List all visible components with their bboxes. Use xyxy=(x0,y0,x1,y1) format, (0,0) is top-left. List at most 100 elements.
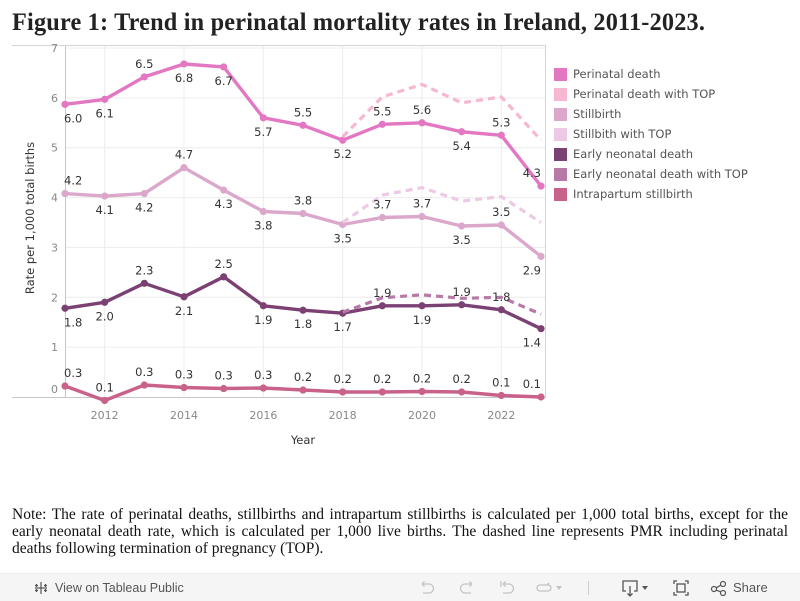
data-point-intrapartum-stillbirth[interactable] xyxy=(259,384,267,392)
data-point-perinatal-death[interactable] xyxy=(180,60,188,68)
data-point-stillbirth[interactable] xyxy=(497,221,505,229)
revert-icon xyxy=(498,580,516,596)
data-label-stillbirth: 3.7 xyxy=(373,198,391,212)
data-label-early-neonatal-death: 1.8 xyxy=(64,315,82,329)
data-point-early-neonatal-death[interactable] xyxy=(61,304,69,312)
tableau-logo-icon xyxy=(33,580,49,596)
data-point-early-neonatal-death[interactable] xyxy=(537,325,545,333)
data-point-perinatal-death[interactable] xyxy=(378,120,386,128)
data-label-perinatal-death: 6.5 xyxy=(135,57,153,71)
data-point-early-neonatal-death[interactable] xyxy=(418,302,426,310)
data-point-stillbirth[interactable] xyxy=(418,212,426,221)
data-point-perinatal-death[interactable] xyxy=(140,73,148,81)
data-point-early-neonatal-death[interactable] xyxy=(299,306,307,314)
data-point-stillbirth[interactable] xyxy=(378,213,386,222)
data-point-stillbirth[interactable] xyxy=(259,207,267,216)
data-point-perinatal-death[interactable] xyxy=(299,121,307,129)
data-point-intrapartum-stillbirth[interactable] xyxy=(458,388,466,396)
legend-swatch xyxy=(554,167,567,181)
data-point-stillbirth[interactable] xyxy=(101,192,109,200)
legend: Perinatal death Perinatal death with TOP S… xyxy=(554,64,748,204)
data-point-stillbirth[interactable] xyxy=(537,252,545,261)
data-point-intrapartum-stillbirth[interactable] xyxy=(180,383,188,392)
legend-item[interactable]: Stillbirth xyxy=(554,104,748,124)
data-point-stillbirth[interactable] xyxy=(61,189,69,198)
data-label-perinatal-death: 5.2 xyxy=(334,147,352,161)
legend-swatch xyxy=(554,127,567,141)
data-labels: 6.0 6.1 6.5 6.8 6.7 5.7 5.5 5.2 5.5 5.6 5.4 5.3 4.3 4… xyxy=(64,57,541,395)
data-point-perinatal-death[interactable] xyxy=(101,95,109,103)
data-point-perinatal-death[interactable] xyxy=(458,128,466,136)
data-label-early-neonatal-death: 1.9 xyxy=(453,285,471,299)
data-point-stillbirth[interactable] xyxy=(458,222,466,230)
data-point-early-neonatal-death[interactable] xyxy=(220,273,228,281)
refresh-icon xyxy=(536,580,564,596)
data-point-intrapartum-stillbirth[interactable] xyxy=(497,391,505,400)
data-point-early-neonatal-death[interactable] xyxy=(497,306,505,314)
data-point-early-neonatal-death[interactable] xyxy=(259,302,267,310)
data-point-perinatal-death[interactable] xyxy=(61,100,69,108)
data-point-intrapartum-stillbirth[interactable] xyxy=(339,388,347,396)
legend-swatch xyxy=(554,67,567,81)
data-point-early-neonatal-death[interactable] xyxy=(140,279,148,287)
y-tick-label: 4 xyxy=(51,192,58,205)
toolbar-divider xyxy=(588,574,589,601)
data-label-early-neonatal-death: 2.3 xyxy=(135,263,153,277)
share-button[interactable]: Share xyxy=(710,574,768,601)
data-point-early-neonatal-death[interactable] xyxy=(101,298,109,306)
data-point-perinatal-death[interactable] xyxy=(418,119,426,127)
view-on-tableau-button[interactable]: View on Tableau Public xyxy=(33,574,184,601)
data-point-perinatal-death[interactable] xyxy=(220,63,228,71)
data-point-intrapartum-stillbirth[interactable] xyxy=(140,381,148,389)
data-point-stillbirth[interactable] xyxy=(140,189,148,198)
y-axis-title: Rate per 1,000 total births xyxy=(23,142,37,294)
data-point-intrapartum-stillbirth[interactable] xyxy=(220,384,228,393)
data-label-early-neonatal-death: 1.8 xyxy=(294,317,312,331)
legend-item[interactable]: Perinatal death with TOP xyxy=(554,84,748,104)
data-point-perinatal-death[interactable] xyxy=(259,114,267,122)
refresh-button[interactable] xyxy=(536,574,564,601)
data-point-perinatal-death[interactable] xyxy=(537,182,545,190)
data-point-stillbirth[interactable] xyxy=(220,186,228,194)
y-tick-label: 6 xyxy=(51,92,58,105)
series-line-stillbith-with-top xyxy=(341,186,542,224)
legend-item[interactable]: Perinatal death xyxy=(554,64,748,84)
revert-button[interactable] xyxy=(498,574,516,601)
data-point-stillbirth[interactable] xyxy=(299,209,307,218)
data-point-intrapartum-stillbirth[interactable] xyxy=(299,386,307,394)
x-axis-title: Year xyxy=(290,433,316,447)
data-label-intrapartum-stillbirth: 0.2 xyxy=(453,372,471,386)
legend-label: Stillbirth xyxy=(573,107,622,121)
legend-swatch xyxy=(554,107,567,121)
data-label-intrapartum-stillbirth: 0.1 xyxy=(523,377,541,391)
data-point-early-neonatal-death[interactable] xyxy=(458,301,466,309)
data-point-perinatal-death[interactable] xyxy=(339,136,347,144)
data-label-stillbirth: 3.5 xyxy=(492,205,510,219)
data-point-early-neonatal-death[interactable] xyxy=(180,293,188,301)
legend-label: Intrapartum stillbirth xyxy=(573,187,693,201)
legend-label: Perinatal death with TOP xyxy=(573,87,716,101)
data-label-intrapartum-stillbirth: 0.2 xyxy=(294,370,312,384)
data-label-early-neonatal-death: 2.1 xyxy=(175,304,193,318)
legend-item[interactable]: Early neonatal death with TOP xyxy=(554,164,748,184)
download-button[interactable] xyxy=(620,574,652,601)
data-point-stillbirth[interactable] xyxy=(180,164,188,172)
legend-item[interactable]: Early neonatal death xyxy=(554,144,748,164)
data-point-intrapartum-stillbirth[interactable] xyxy=(101,396,109,405)
data-point-intrapartum-stillbirth[interactable] xyxy=(537,393,545,401)
data-label-perinatal-death: 6.8 xyxy=(175,71,193,85)
data-label-early-neonatal-death: 1.4 xyxy=(523,336,541,350)
data-point-intrapartum-stillbirth[interactable] xyxy=(418,387,426,396)
redo-button[interactable] xyxy=(458,574,476,601)
data-label-early-neonatal-death: 1.9 xyxy=(254,313,272,327)
data-label-stillbirth: 2.9 xyxy=(523,263,541,277)
fullscreen-button[interactable] xyxy=(672,574,690,601)
data-point-early-neonatal-death[interactable] xyxy=(378,302,386,310)
legend-item[interactable]: Stillbith with TOP xyxy=(554,124,748,144)
y-tick-label: 7 xyxy=(51,42,58,55)
undo-button[interactable] xyxy=(418,574,436,601)
data-point-intrapartum-stillbirth[interactable] xyxy=(61,382,69,390)
data-point-perinatal-death[interactable] xyxy=(497,131,505,139)
data-point-intrapartum-stillbirth[interactable] xyxy=(378,388,386,396)
legend-item[interactable]: Intrapartum stillbirth xyxy=(554,184,748,204)
